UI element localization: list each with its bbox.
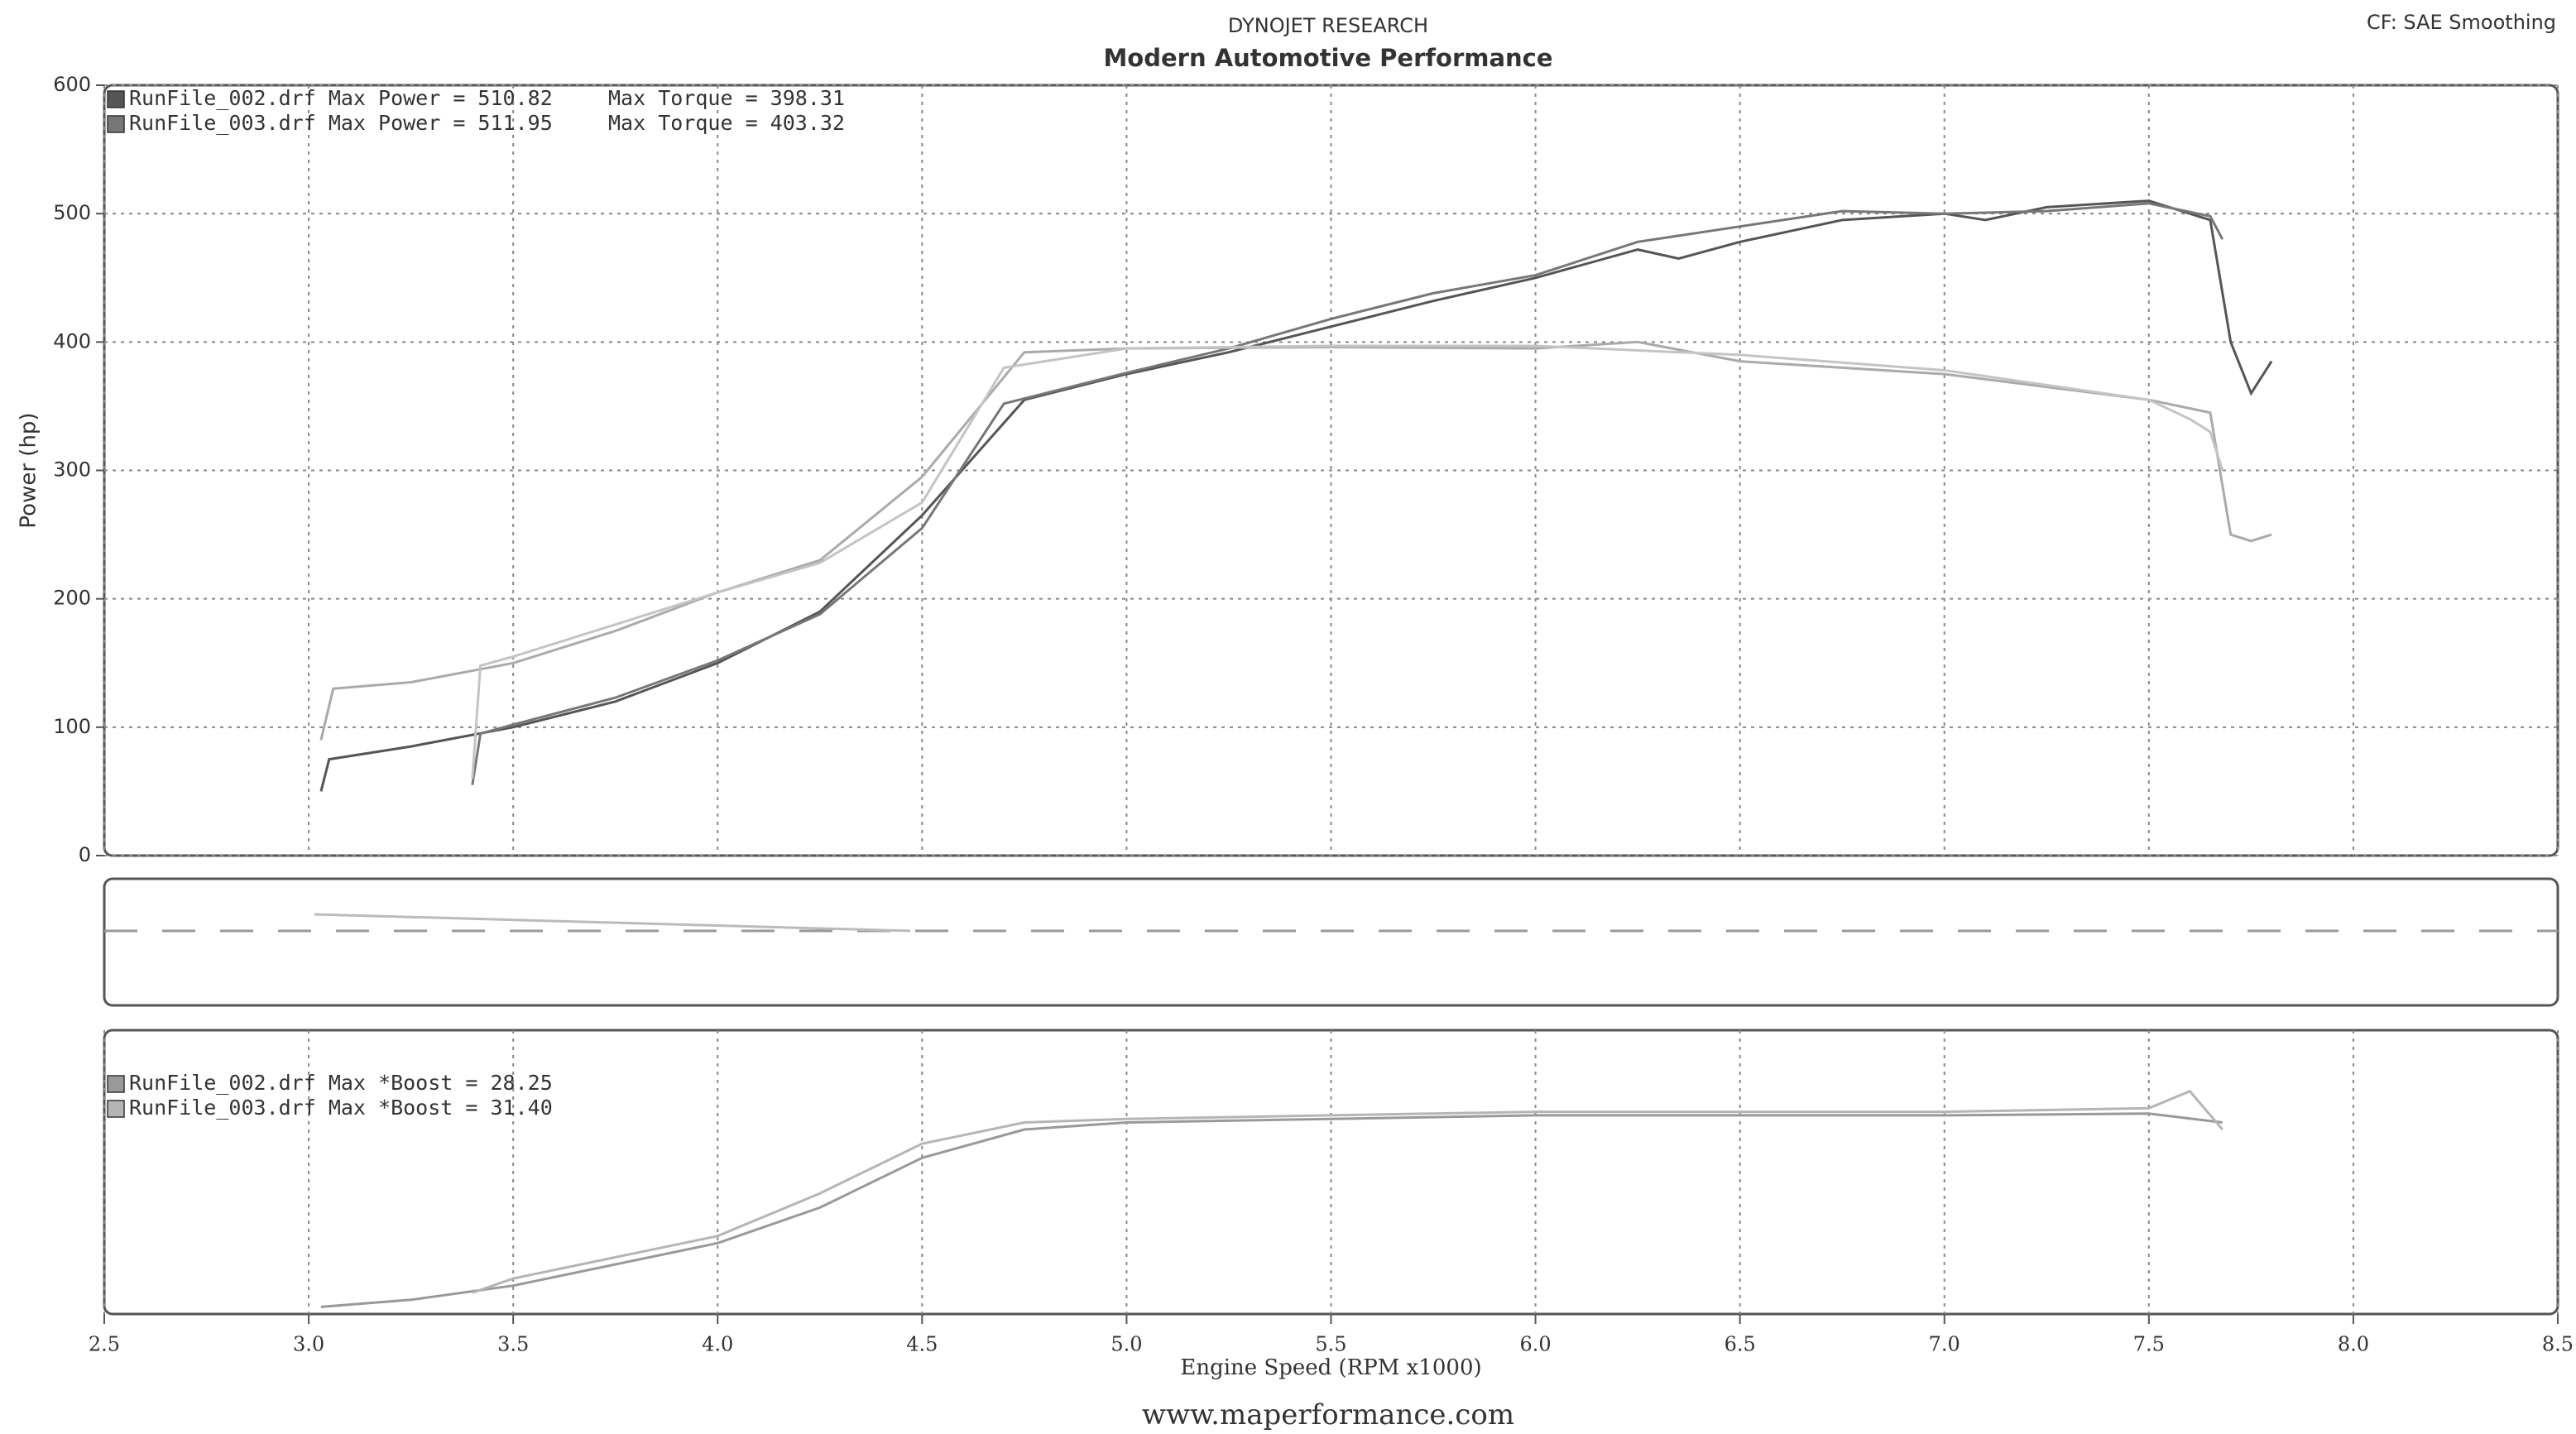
corner-note: CF: SAE Smoothing — [2367, 11, 2556, 34]
y-tick-label: 300 — [53, 458, 91, 482]
x-tick-label: 5.0 — [1111, 1333, 1142, 1356]
x-axis-label: Engine Speed (RPM x1000) — [1180, 1355, 1481, 1380]
x-tick-label: 6.5 — [1725, 1333, 1756, 1356]
x-tick-label: 2.5 — [89, 1333, 120, 1356]
legend-swatch — [107, 1100, 125, 1118]
legend-label: Max Torque = 398.31 — [608, 86, 845, 110]
x-tick-label: 4.0 — [702, 1333, 733, 1356]
x-tick-label: 3.5 — [497, 1333, 529, 1356]
x-tick-label: 3.0 — [293, 1333, 324, 1356]
x-tick-label: 8.0 — [2338, 1333, 2369, 1356]
footer: www.maperformance.com — [1142, 1398, 1514, 1432]
series-line — [319, 199, 2273, 792]
legend-label: RunFile_002.drf Max *Boost = 28.25 — [129, 1071, 553, 1095]
series-line — [320, 1112, 2223, 1308]
chart-subtitle: Modern Automotive Performance — [1103, 44, 1552, 72]
x-tick-label: 7.5 — [2133, 1333, 2165, 1356]
y-axis-label: Power (hp) — [17, 412, 41, 528]
series-line — [472, 1089, 2223, 1294]
y-tick-label: 200 — [53, 587, 91, 610]
legend-swatch — [107, 115, 125, 133]
series-line — [319, 340, 2272, 741]
legend-swatch — [107, 1075, 125, 1093]
chart-title: DYNOJET RESEARCH — [1228, 14, 1428, 37]
legend-label: RunFile_003.drf Max Power = 511.95 — [129, 111, 553, 135]
y-tick-label: 400 — [53, 329, 91, 353]
legend-label: RunFile_002.drf Max Power = 510.82 — [129, 86, 553, 110]
legend-label: Max Torque = 403.32 — [608, 111, 845, 135]
series-line — [471, 344, 2224, 779]
x-tick-label: 7.0 — [1929, 1333, 1960, 1356]
y-tick-label: 600 — [53, 73, 91, 96]
legend-label: RunFile_003.drf Max *Boost = 31.40 — [129, 1096, 553, 1120]
middle-trace — [314, 913, 911, 933]
y-tick-label: 100 — [53, 715, 91, 738]
legend-swatch — [107, 90, 125, 108]
x-tick-label: 5.5 — [1315, 1333, 1346, 1356]
middle-panel — [103, 877, 2559, 1007]
y-tick-label: 0 — [79, 843, 91, 866]
x-tick-label: 8.5 — [2542, 1333, 2574, 1356]
series-line — [471, 202, 2224, 785]
x-tick-label: 4.5 — [906, 1333, 938, 1356]
y-tick-label: 500 — [53, 201, 91, 224]
x-tick-label: 6.0 — [1519, 1333, 1551, 1356]
